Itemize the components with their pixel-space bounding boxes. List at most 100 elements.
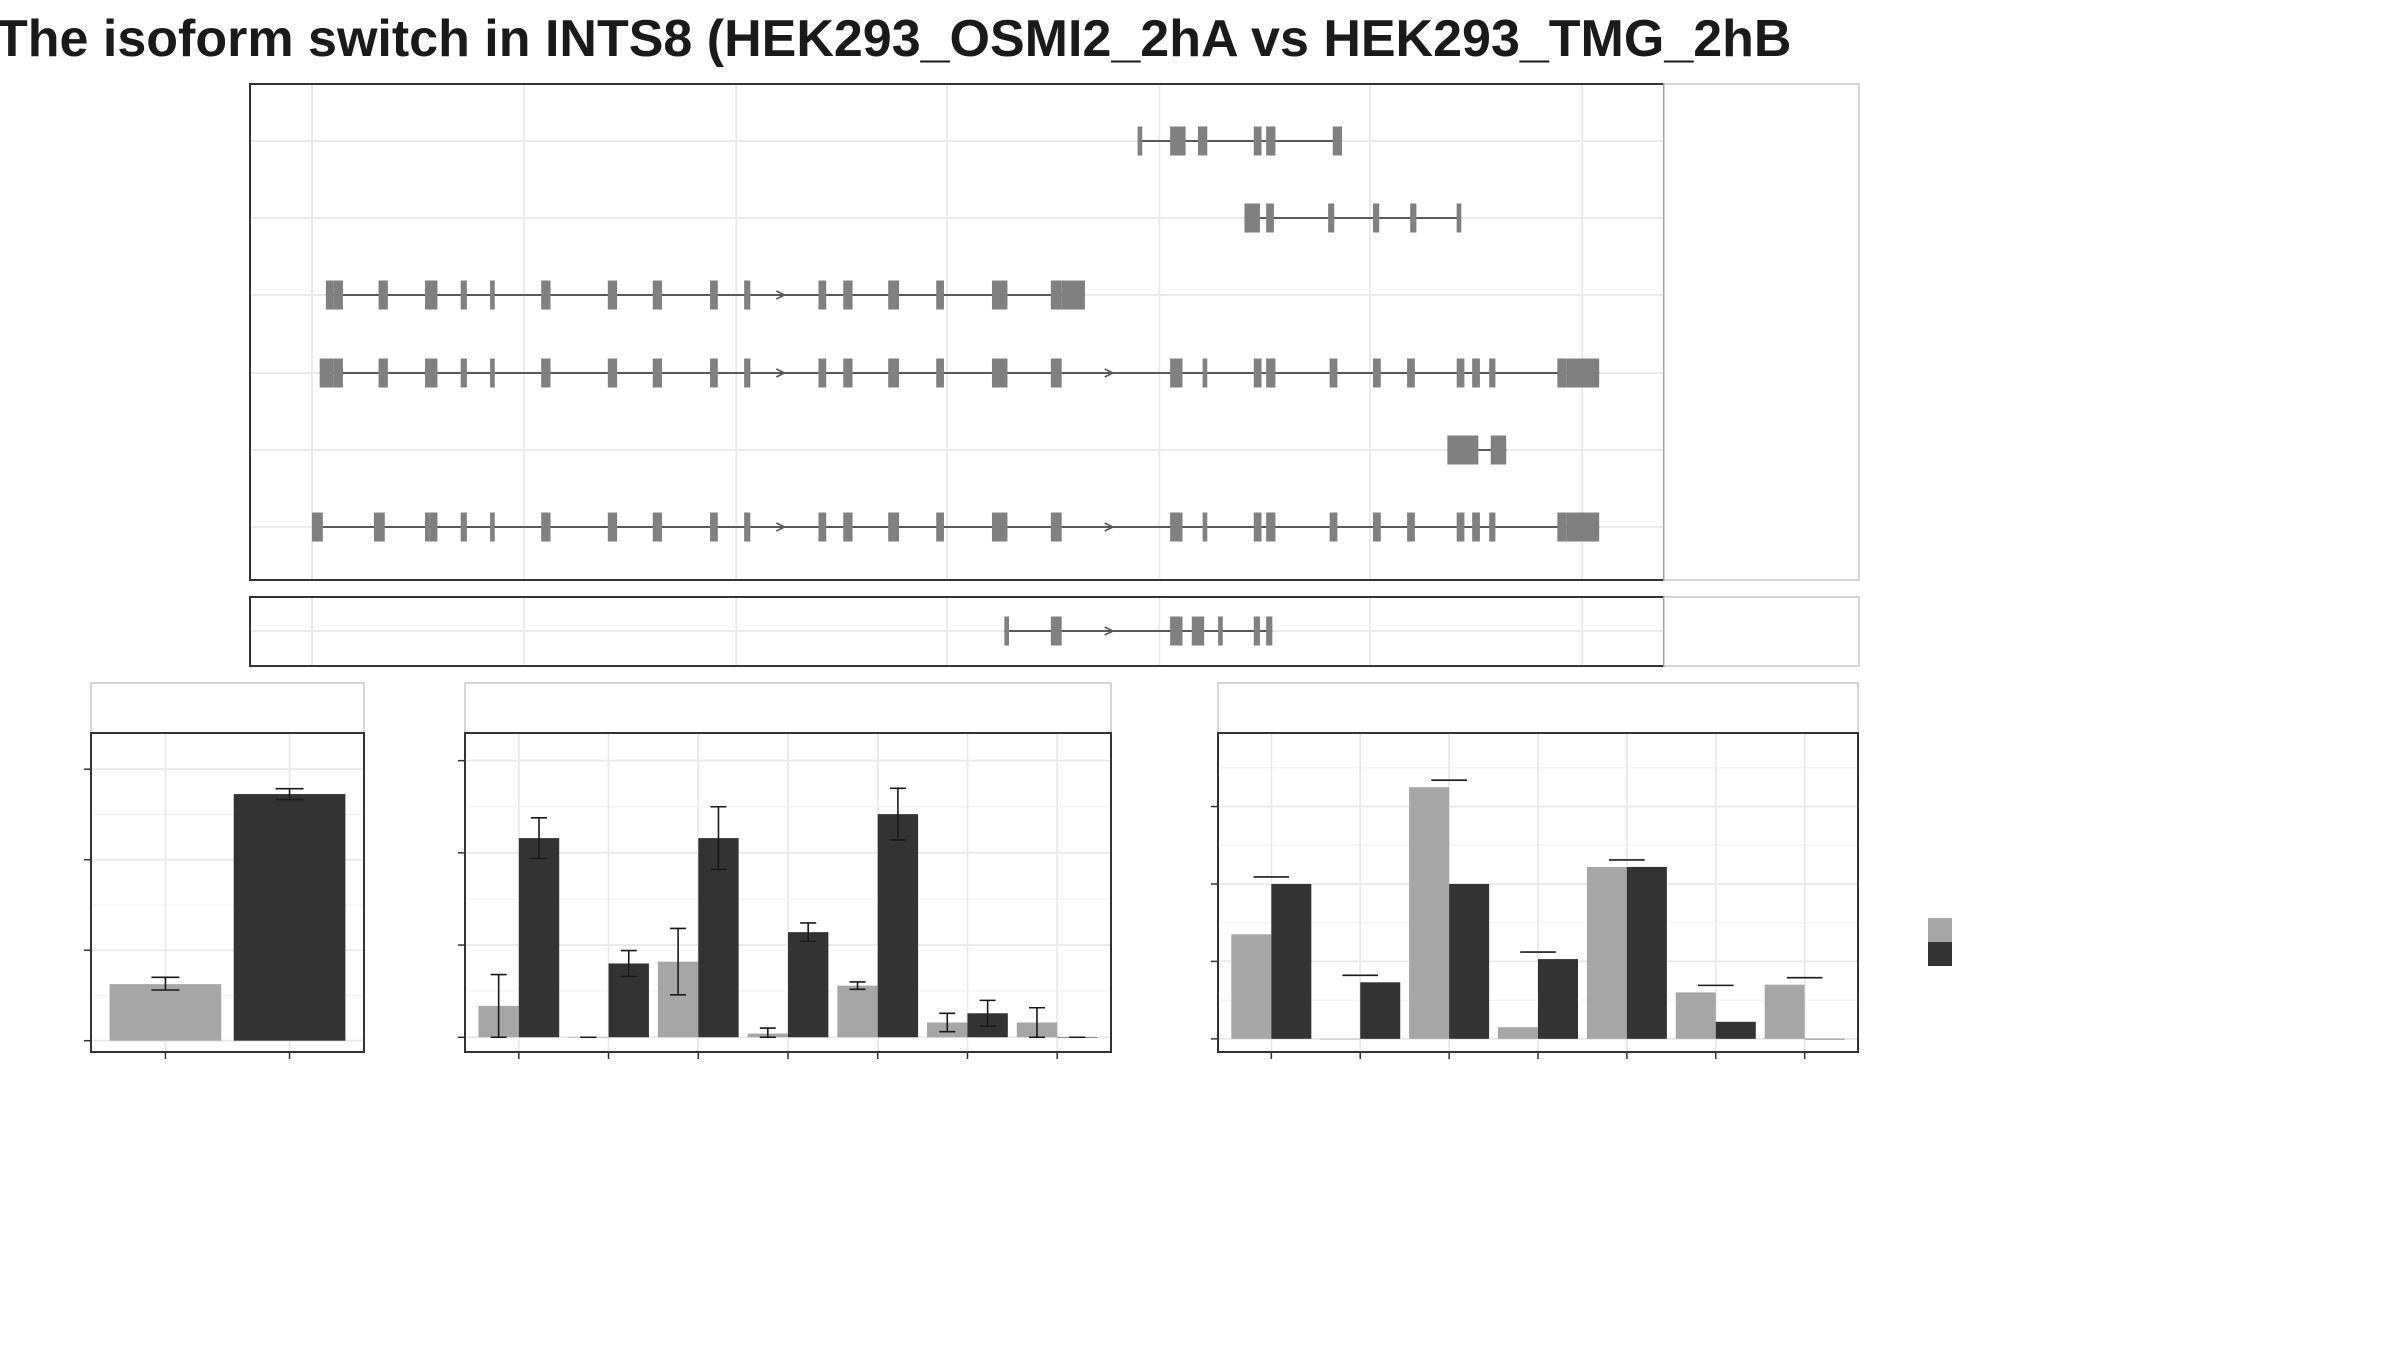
exon-block (843, 280, 853, 310)
exon-block (1253, 358, 1262, 388)
exon-block (1253, 616, 1260, 646)
chart-strip (90, 682, 365, 734)
exon-block (744, 512, 751, 542)
exon-block (1170, 358, 1183, 388)
isoform-expression-chart (458, 682, 1112, 1059)
bar (877, 814, 919, 1038)
exon-block (888, 280, 900, 310)
error-bar (800, 922, 817, 943)
exon-block (1050, 358, 1062, 388)
exon-block (490, 512, 495, 542)
exon-block (333, 280, 343, 310)
exon-block (710, 280, 718, 310)
exon-block (936, 512, 944, 542)
exon-block (541, 358, 551, 388)
exon-block (1456, 512, 1465, 542)
exon-block (1456, 358, 1465, 388)
exon-block (1373, 358, 1381, 388)
exon-block (1557, 512, 1567, 542)
legend-swatch (1928, 942, 1952, 966)
bar (698, 838, 739, 1038)
exon-block (1489, 358, 1496, 388)
exon-block (311, 512, 323, 542)
exon-block (1373, 512, 1381, 542)
exon-block (1197, 126, 1208, 156)
transcript-row (325, 280, 1085, 310)
bar (518, 838, 560, 1038)
exon-block (1253, 126, 1262, 156)
error-bar (939, 1012, 956, 1033)
error-bar (979, 999, 996, 1027)
error-bar (620, 949, 637, 978)
exon-block (325, 280, 334, 310)
strand-arrow (775, 290, 787, 300)
transcript-row (1004, 616, 1273, 646)
error-bar (849, 981, 866, 991)
error-bar (759, 1027, 776, 1039)
exon-block (652, 280, 663, 310)
exon-block (373, 512, 385, 542)
exon-block (1182, 126, 1186, 156)
bar (1360, 982, 1401, 1039)
strand-arrow (775, 522, 787, 532)
exon-block (1557, 358, 1567, 388)
strand-arrow (775, 368, 787, 378)
isoform-usage-chart (1211, 682, 1859, 1059)
exon-block (1328, 203, 1335, 233)
exon-block (1472, 512, 1480, 542)
exon-block (818, 512, 827, 542)
exon-block (460, 512, 467, 542)
chart-panel-border (1217, 732, 1859, 1053)
exon-block (1170, 616, 1183, 646)
exon-block (936, 280, 944, 310)
exon-block (1244, 203, 1260, 233)
exon-block (1490, 435, 1507, 465)
exon-block (1266, 616, 1273, 646)
error-bar (670, 927, 687, 996)
bar (1231, 934, 1272, 1039)
exon-block (1407, 512, 1415, 542)
error-bar (710, 805, 727, 871)
bar (1409, 787, 1450, 1039)
chart-strip (464, 682, 1112, 734)
exon-block (1218, 616, 1223, 646)
condition-legend (1928, 918, 1952, 966)
exon-block (378, 358, 388, 388)
bar (1675, 992, 1716, 1039)
exon-block (541, 512, 551, 542)
exon-block (1191, 616, 1205, 646)
transcript-row (311, 512, 1600, 542)
strand-arrow (1104, 522, 1115, 532)
exon-block (425, 280, 438, 310)
exon-block (652, 512, 663, 542)
exon-block (1050, 280, 1062, 310)
error-bar (889, 787, 906, 841)
exon-block (1447, 435, 1479, 465)
bar (1271, 883, 1312, 1039)
exon-block (1566, 358, 1600, 388)
error-bar (490, 973, 507, 1039)
exon-block (1061, 280, 1085, 310)
figure-title: The isoform switch in INTS8 (HEK293_OSMI… (0, 10, 1791, 68)
bar (1764, 984, 1805, 1039)
exon-block (425, 512, 430, 542)
exon-block (490, 358, 495, 388)
exon-block (991, 512, 1008, 542)
chart-panel-border (90, 732, 365, 1053)
exon-block (818, 358, 827, 388)
exon-block (991, 358, 1008, 388)
error-bar (1028, 1006, 1045, 1039)
transcript-row (1244, 203, 1462, 233)
exon-block (541, 280, 551, 310)
exon-block (1329, 512, 1338, 542)
exon-block (1137, 126, 1143, 156)
exon-block (1410, 203, 1417, 233)
exon-block (607, 280, 618, 310)
exon-block (1050, 616, 1062, 646)
facet-strip (1663, 596, 1860, 667)
exon-block (991, 280, 1008, 310)
bar (1538, 959, 1578, 1039)
bar (1715, 1021, 1756, 1039)
bar (1586, 866, 1627, 1039)
